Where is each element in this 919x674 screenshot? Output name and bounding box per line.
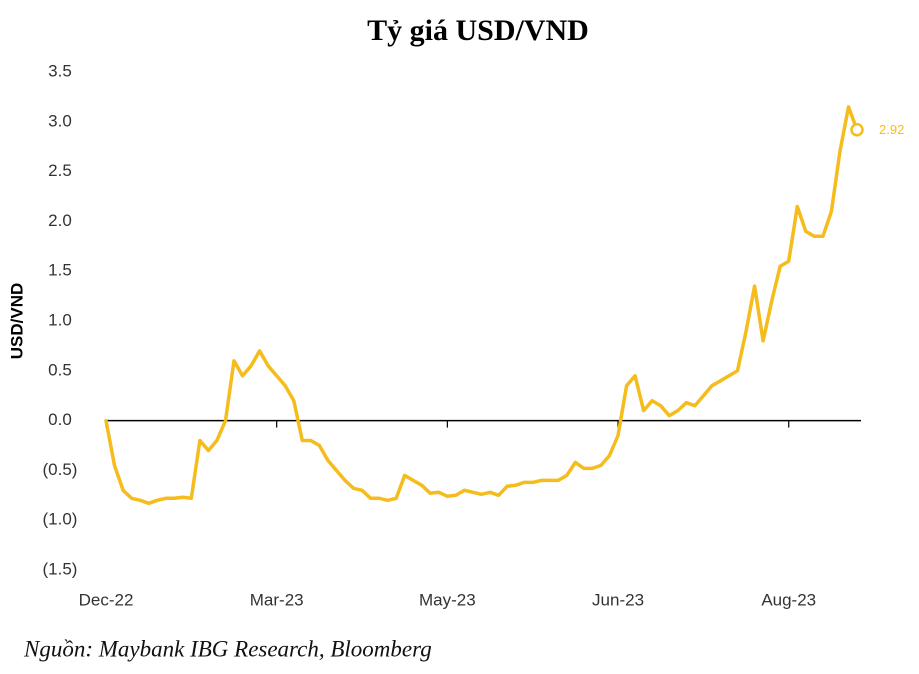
source-note: Nguồn: Maybank IBG Research, Bloomberg (23, 636, 432, 661)
data-line (104, 105, 859, 506)
y-tick-label: 0.5 (48, 360, 72, 379)
y-tick-label: (0.5) (43, 460, 78, 479)
y-tick-label: 0.0 (48, 410, 72, 429)
y-tick-label: 3.0 (48, 111, 72, 130)
y-axis-label: USD/VND (7, 283, 26, 360)
end-marker (850, 123, 864, 137)
y-tick-label: 1.0 (48, 310, 72, 329)
y-tick-label: 3.5 (48, 61, 72, 80)
end-value-label: 2.92 (879, 122, 904, 137)
x-tick-label: Aug-23 (761, 590, 816, 609)
y-tick-label: 2.0 (48, 211, 72, 230)
chart-title: Tỷ giá USD/VND (367, 14, 589, 47)
x-tick-label: Mar-23 (250, 590, 304, 609)
y-tick-label: 1.5 (48, 261, 72, 280)
y-tick-label: (1.5) (43, 559, 78, 578)
x-tick-label: May-23 (419, 590, 476, 609)
y-tick-label: 2.5 (48, 161, 72, 180)
x-tick-label: Dec-22 (79, 590, 134, 609)
y-tick-label: (1.0) (43, 510, 78, 529)
x-tick-label: Jun-23 (592, 590, 644, 609)
